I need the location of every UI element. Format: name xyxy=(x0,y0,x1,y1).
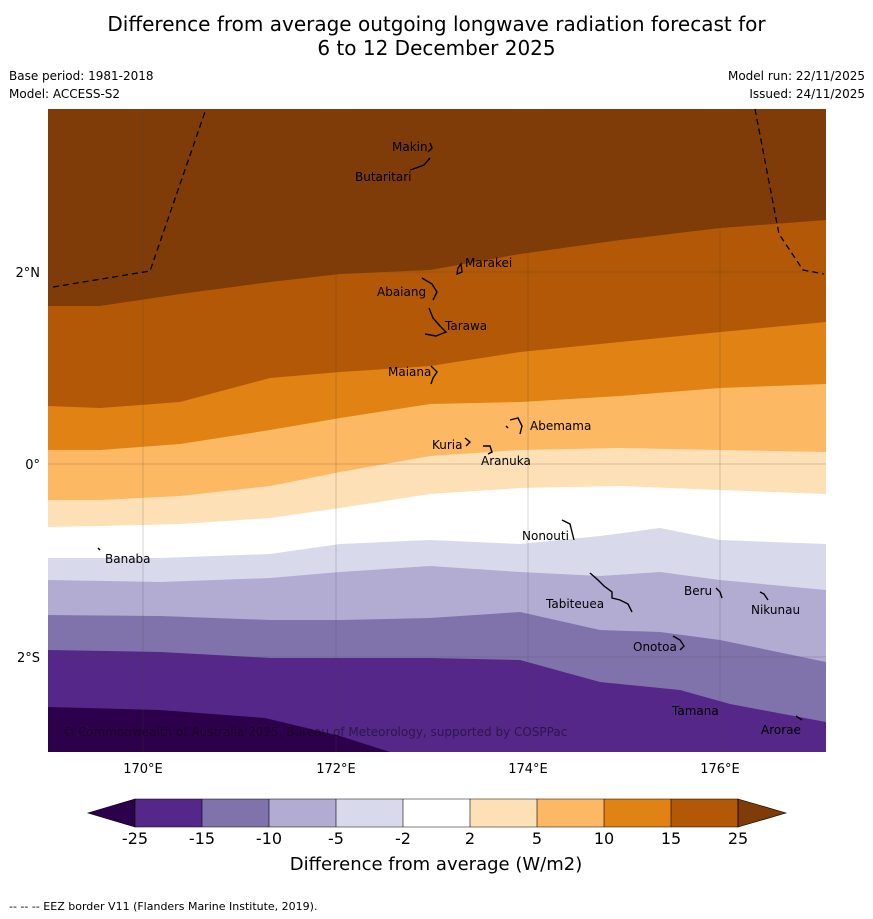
colorbar-tick-2: -10 xyxy=(256,829,282,848)
label-makin: Makin xyxy=(392,140,428,154)
island-outlines xyxy=(97,142,803,721)
lon-label-172: 172°E xyxy=(316,762,356,777)
lat-label-0: 0° xyxy=(25,458,40,473)
band-extend-low xyxy=(48,707,390,752)
label-abemama: Abemama xyxy=(530,419,591,433)
base-period: Base period: 1981-2018 xyxy=(9,69,154,83)
colorbar-tick-4: -2 xyxy=(395,829,411,848)
lat-label-2s: 2°S xyxy=(17,651,40,666)
copyright-text: © Commonwealth of Australia 2025, Bureau… xyxy=(62,725,567,739)
graticule xyxy=(48,109,826,752)
island-labels: Makin Butaritari Marakei Abaiang Tarawa … xyxy=(105,140,801,737)
lat-label-2n: 2°N xyxy=(16,266,41,281)
issued-date: Issued: 24/11/2025 xyxy=(749,87,865,101)
colorbar-tick-6: 5 xyxy=(532,829,542,848)
colorbar-segment-6 xyxy=(470,799,537,827)
colorbar-segment-7 xyxy=(537,799,604,827)
colorbar-segment-4 xyxy=(336,799,403,827)
label-maiana: Maiana xyxy=(388,365,431,379)
lon-label-170: 170°E xyxy=(123,762,163,777)
lon-label-176: 176°E xyxy=(700,762,740,777)
colorbar: -25 -15 -10 -5 -2 2 5 10 15 25 Differenc… xyxy=(86,798,788,875)
map-title: Difference from average outgoing longwav… xyxy=(0,12,873,60)
label-aranuka: Aranuka xyxy=(481,454,531,468)
lon-label-174: 174°E xyxy=(508,762,548,777)
axis-labels: 170°E 172°E 174°E 176°E 2°N 0° 2°S xyxy=(16,266,740,777)
colorbar-segment-8 xyxy=(604,799,671,827)
colorbar-extend-high xyxy=(737,798,788,828)
eez-footer-note: -- -- -- EEZ border V11 (Flanders Marine… xyxy=(9,900,318,913)
meta-right: Model run: 22/11/2025 Issued: 24/11/2025 xyxy=(728,69,865,105)
colorbar-tick-1: -15 xyxy=(189,829,215,848)
title-line-1: Difference from average outgoing longwav… xyxy=(107,12,766,36)
label-beru: Beru xyxy=(684,584,712,598)
meta-left: Base period: 1981-2018 Model: ACCESS-S2 xyxy=(9,69,154,105)
title-line-2: 6 to 12 December 2025 xyxy=(317,36,556,60)
colorbar-segment-5 xyxy=(403,799,470,827)
label-nonouti: Nonouti xyxy=(522,529,569,543)
label-onotoa: Onotoa xyxy=(633,640,677,654)
label-marakei: Marakei xyxy=(465,256,512,270)
label-arorae: Arorae xyxy=(761,723,801,737)
forecast-map: Makin Butaritari Marakei Abaiang Tarawa … xyxy=(16,108,826,875)
colorbar-title: Difference from average (W/m2) xyxy=(290,854,582,875)
model-name: Model: ACCESS-S2 xyxy=(9,87,121,101)
label-banaba: Banaba xyxy=(105,552,151,566)
colorbar-segment-1 xyxy=(135,799,202,827)
label-tarawa: Tarawa xyxy=(444,319,487,333)
colorbar-tick-0: -25 xyxy=(122,829,148,848)
colorbar-segment-2 xyxy=(202,799,269,827)
colorbar-extend-low xyxy=(86,798,136,828)
colorbar-tick-7: 10 xyxy=(594,829,614,848)
colorbar-tick-9: 25 xyxy=(728,829,748,848)
colorbar-tick-3: -5 xyxy=(328,829,344,848)
colorbar-tick-5: 2 xyxy=(465,829,475,848)
model-run: Model run: 22/11/2025 xyxy=(727,69,865,83)
colorbar-segment-9 xyxy=(671,799,738,827)
label-tamana: Tamana xyxy=(671,704,719,718)
label-butaritari: Butaritari xyxy=(355,170,412,184)
eez-border xyxy=(52,108,825,288)
contour-field xyxy=(48,109,826,752)
colorbar-segment-3 xyxy=(269,799,336,827)
label-tabiteuea: Tabiteuea xyxy=(545,597,604,611)
label-nikunau: Nikunau xyxy=(751,603,800,617)
label-abaiang: Abaiang xyxy=(377,285,426,299)
colorbar-tick-8: 15 xyxy=(661,829,681,848)
label-kuria: Kuria xyxy=(432,438,463,452)
